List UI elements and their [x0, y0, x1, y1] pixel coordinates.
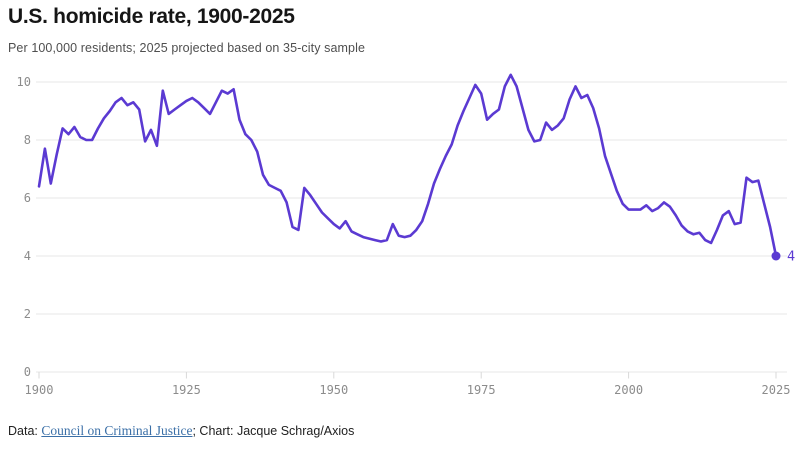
x-axis-tick-label: 2000	[614, 383, 643, 397]
end-point-dot	[771, 251, 781, 261]
y-axis-tick-label: 8	[24, 133, 31, 147]
x-axis-tick-label: 1900	[25, 383, 54, 397]
x-axis-tick-label: 2025	[762, 383, 791, 397]
x-axis-tick-label: 1925	[172, 383, 201, 397]
chart-title: U.S. homicide rate, 1900-2025	[8, 5, 295, 28]
source-credit-line: Data: Council on Criminal Justice; Chart…	[8, 423, 354, 439]
homicide-rate-line	[37, 73, 778, 258]
source-link[interactable]: Council on Criminal Justice	[41, 423, 193, 438]
data-source-prefix: Data:	[8, 424, 42, 438]
chart-subtitle: Per 100,000 residents; 2025 projected ba…	[8, 41, 366, 55]
y-axis-tick-label: 6	[24, 191, 31, 205]
end-point-value-label: 4	[787, 249, 795, 265]
chart-credit-text: ; Chart: Jacque Schrag/Axios	[192, 424, 355, 438]
y-axis-tick-label: 4	[24, 249, 31, 263]
y-axis-tick-label: 10	[17, 75, 31, 89]
y-axis-tick-label: 2	[24, 307, 31, 321]
x-axis-tick-label: 1950	[319, 383, 348, 397]
y-axis-tick-label: 0	[24, 365, 31, 379]
x-axis-tick-label: 1975	[467, 383, 496, 397]
